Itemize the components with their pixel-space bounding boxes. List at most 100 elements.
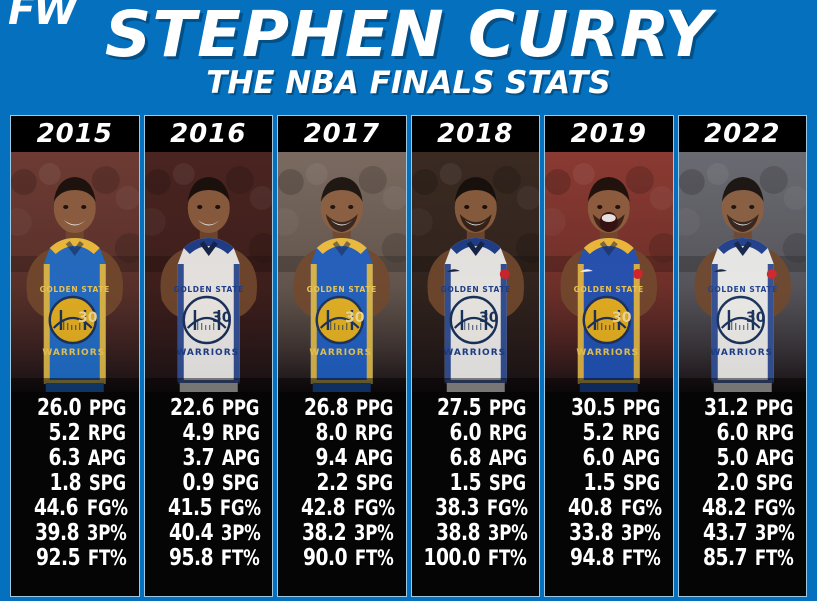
stat-label: SPG xyxy=(355,471,393,495)
stat-label: FT% xyxy=(354,546,394,570)
stat-label: APG xyxy=(755,446,794,470)
year-label: 2016 xyxy=(144,116,272,152)
stat-label: FG% xyxy=(353,496,395,520)
stat-label: SPG xyxy=(622,471,660,495)
stat-list: 30.5 PPG 5.2 RPG 6.0 APG 1.5 SPG 40.8 FG% 33.8 3P% 9… xyxy=(545,392,673,596)
stat-row: 39.8 3P% xyxy=(17,521,132,546)
stat-label: FT% xyxy=(87,546,127,570)
year-column-2022: 2022 xyxy=(677,115,807,597)
stat-row: 5.0 APG xyxy=(685,446,800,471)
stat-label: FG% xyxy=(753,496,795,520)
stat-row: 9.4 APG xyxy=(284,446,399,471)
stat-label: 3P% xyxy=(87,521,127,545)
stat-row: 85.7 FT% xyxy=(685,546,800,571)
stat-value: 100.0 xyxy=(423,545,481,571)
player-photo: GOLDEN STATE 30 WARRIORS xyxy=(411,152,539,392)
stat-value: 30.5 xyxy=(570,395,616,421)
stat-row: 38.8 3P% xyxy=(418,521,533,546)
stat-value: 38.8 xyxy=(435,520,481,546)
year-column-2015: 2015 xyxy=(10,115,140,597)
stat-value: 6.0 xyxy=(716,420,748,446)
stat-row: 43.7 3P% xyxy=(685,521,800,546)
stat-row: 3.7 APG xyxy=(151,446,266,471)
stat-value: 6.8 xyxy=(449,445,481,471)
stat-list: 26.8 PPG 8.0 RPG 9.4 APG 2.2 SPG 42.8 FG% 38.2 3P% 9… xyxy=(278,392,406,596)
stat-row: 44.6 FG% xyxy=(17,496,132,521)
header-titles: STEPHEN CURRY THE NBA FINALS STATS xyxy=(0,0,817,101)
stat-row: 31.2 PPG xyxy=(685,396,800,421)
stat-label: APG xyxy=(622,446,661,470)
stat-row: 38.2 3P% xyxy=(284,521,399,546)
stat-label: 3P% xyxy=(354,521,394,545)
stat-row: 6.0 APG xyxy=(551,446,666,471)
stat-label: 3P% xyxy=(621,521,661,545)
stat-list: 31.2 PPG 6.0 RPG 5.0 APG 2.0 SPG 48.2 FG% 43.7 3P% 8… xyxy=(678,392,806,596)
stat-label: PPG xyxy=(622,396,660,420)
stat-row: 1.5 SPG xyxy=(418,471,533,496)
stat-label: PPG xyxy=(88,396,126,420)
stat-value: 26.8 xyxy=(303,395,349,421)
stat-row: 95.8 FT% xyxy=(151,546,266,571)
stat-value: 40.4 xyxy=(168,520,214,546)
stat-value: 41.5 xyxy=(167,495,213,521)
stat-label: RPG xyxy=(221,421,260,445)
stat-label: APG xyxy=(488,446,527,470)
stat-value: 9.4 xyxy=(315,445,348,471)
stat-label: FG% xyxy=(219,496,261,520)
stat-row: 40.8 FG% xyxy=(551,496,666,521)
stat-label: APG xyxy=(88,446,127,470)
stat-label: SPG xyxy=(489,471,527,495)
stat-value: 33.8 xyxy=(569,520,614,546)
stat-label: FG% xyxy=(86,496,128,520)
year-label: 2015 xyxy=(11,116,139,152)
stat-row: 92.5 FT% xyxy=(17,546,132,571)
stat-value: 85.7 xyxy=(703,545,748,571)
player-photo: GOLDEN STATE 30 WARRIORS xyxy=(545,152,673,392)
stat-value: 95.8 xyxy=(169,545,214,571)
stat-row: 42.8 FG% xyxy=(284,496,399,521)
stat-value: 2.2 xyxy=(316,470,348,496)
stat-row: 6.3 APG xyxy=(17,446,132,471)
year-column-2017: 2017 xyxy=(277,115,407,597)
stat-label: FT% xyxy=(488,546,527,570)
stat-row: 1.5 SPG xyxy=(551,471,666,496)
stat-label: RPG xyxy=(488,421,527,445)
stat-value: 0.9 xyxy=(182,470,215,496)
year-label: 2017 xyxy=(278,116,406,152)
stat-label: FT% xyxy=(755,546,794,570)
player-photo: GOLDEN STATE 30 WARRIORS xyxy=(278,152,406,392)
stat-row: 22.6 PPG xyxy=(151,396,266,421)
stat-row: 38.3 FG% xyxy=(418,496,533,521)
stat-label: 3P% xyxy=(754,521,795,545)
stat-value: 48.2 xyxy=(701,495,747,521)
stat-row: 33.8 3P% xyxy=(551,521,666,546)
stat-row: 41.5 FG% xyxy=(151,496,266,521)
stat-value: 94.8 xyxy=(569,545,615,571)
stat-value: 42.8 xyxy=(301,495,346,521)
stat-label: RPG xyxy=(355,421,394,445)
stat-label: APG xyxy=(355,446,394,470)
stat-value: 92.5 xyxy=(35,545,81,571)
year-label: 2022 xyxy=(678,116,806,152)
stat-value: 8.0 xyxy=(315,420,348,446)
stat-value: 38.2 xyxy=(302,520,347,546)
stat-label: RPG xyxy=(622,421,661,445)
stat-label: SPG xyxy=(88,471,126,495)
stat-value: 5.2 xyxy=(582,420,615,446)
stat-row: 40.4 3P% xyxy=(151,521,266,546)
stat-label: 3P% xyxy=(220,521,261,545)
stat-row: 94.8 FT% xyxy=(551,546,666,571)
stat-row: 1.8 SPG xyxy=(17,471,132,496)
stat-row: 90.0 FT% xyxy=(284,546,399,571)
stat-value: 5.2 xyxy=(48,420,81,446)
stat-label: FG% xyxy=(620,496,662,520)
stat-label: PPG xyxy=(489,396,527,420)
stat-value: 26.0 xyxy=(36,395,82,421)
year-label: 2019 xyxy=(545,116,673,152)
stat-row: 6.8 APG xyxy=(418,446,533,471)
stat-value: 1.5 xyxy=(449,470,482,496)
stat-row: 27.5 PPG xyxy=(418,396,533,421)
stat-row: 5.2 RPG xyxy=(551,421,666,446)
stat-label: FG% xyxy=(486,496,528,520)
stat-value: 38.3 xyxy=(434,495,480,521)
